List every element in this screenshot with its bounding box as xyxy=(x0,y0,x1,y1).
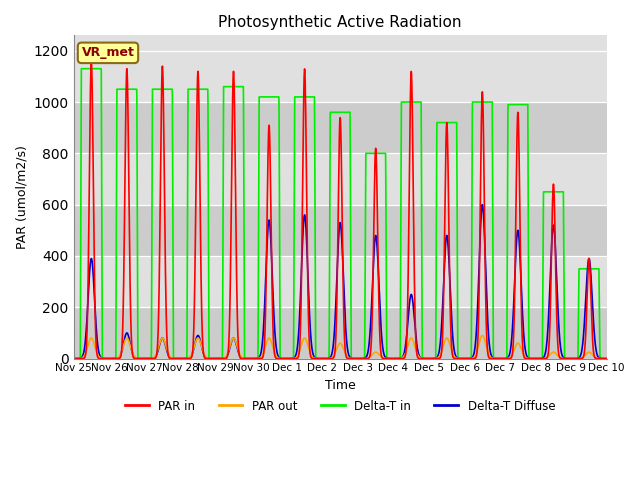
Delta-T Diffuse xyxy=(593,350,600,356)
Legend: PAR in, PAR out, Delta-T in, Delta-T Diffuse: PAR in, PAR out, Delta-T in, Delta-T Dif… xyxy=(120,395,560,417)
Bar xyxy=(74,204,607,256)
Bar xyxy=(74,51,607,102)
Line: PAR in: PAR in xyxy=(74,61,607,359)
PAR out xyxy=(131,353,138,359)
Delta-T in xyxy=(163,86,170,92)
PAR out xyxy=(274,355,282,360)
PAR out xyxy=(297,343,305,349)
PAR in xyxy=(593,356,600,361)
PAR out xyxy=(479,333,486,338)
Line: Delta-T Diffuse: Delta-T Diffuse xyxy=(74,204,607,359)
PAR in xyxy=(131,356,138,361)
Line: Delta-T in: Delta-T in xyxy=(74,69,607,359)
Delta-T Diffuse xyxy=(70,356,77,361)
Delta-T in xyxy=(603,356,611,361)
Delta-T in xyxy=(131,86,138,92)
PAR out xyxy=(70,356,77,361)
Delta-T in xyxy=(70,356,77,361)
Bar xyxy=(74,307,607,359)
Delta-T in xyxy=(593,266,600,272)
Delta-T in xyxy=(298,94,305,100)
X-axis label: Time: Time xyxy=(324,379,356,392)
Delta-T Diffuse xyxy=(535,356,543,361)
Delta-T Diffuse xyxy=(479,202,486,207)
PAR out xyxy=(603,356,611,361)
Delta-T Diffuse xyxy=(298,271,305,277)
PAR in xyxy=(88,58,95,64)
PAR out xyxy=(162,343,170,349)
PAR in xyxy=(535,356,543,361)
Delta-T Diffuse xyxy=(212,356,220,361)
PAR in xyxy=(275,356,282,361)
Text: VR_met: VR_met xyxy=(81,47,134,60)
PAR in xyxy=(163,310,170,315)
PAR out xyxy=(593,355,600,361)
Delta-T Diffuse xyxy=(162,345,170,350)
Title: Photosynthetic Active Radiation: Photosynthetic Active Radiation xyxy=(218,15,462,30)
Delta-T in xyxy=(77,66,85,72)
Delta-T Diffuse xyxy=(275,353,282,359)
PAR in xyxy=(70,356,77,361)
Bar xyxy=(74,102,607,153)
Line: PAR out: PAR out xyxy=(74,336,607,359)
Delta-T Diffuse xyxy=(131,354,138,360)
Bar xyxy=(74,153,607,204)
Delta-T Diffuse xyxy=(603,356,611,361)
PAR out xyxy=(535,356,543,361)
Delta-T in xyxy=(535,356,543,361)
PAR in xyxy=(603,356,611,361)
Y-axis label: PAR (umol/m2/s): PAR (umol/m2/s) xyxy=(15,145,28,249)
PAR in xyxy=(298,286,305,292)
Bar xyxy=(74,256,607,307)
Delta-T in xyxy=(275,94,282,100)
